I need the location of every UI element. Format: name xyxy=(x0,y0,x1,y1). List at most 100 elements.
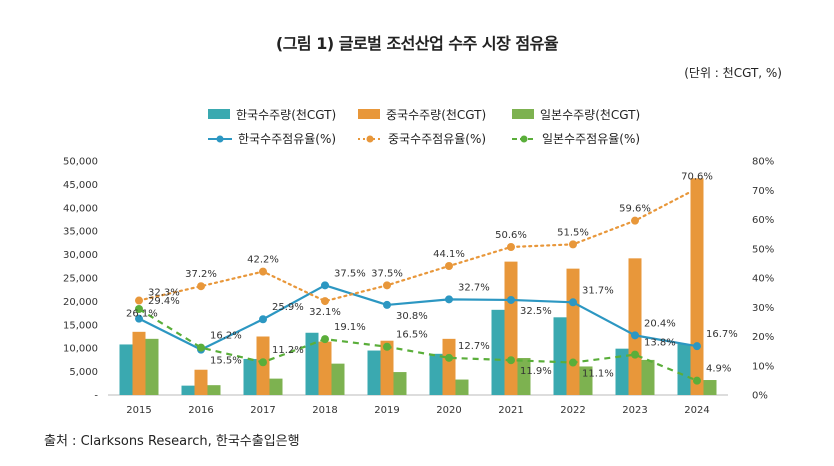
japan-bar xyxy=(517,358,531,395)
china-share-label: 37.2% xyxy=(185,269,217,280)
korea-share-label: 20.4% xyxy=(644,318,676,329)
korea-share-point xyxy=(259,315,267,324)
japan-bar xyxy=(331,363,345,395)
korea-bar xyxy=(243,358,257,395)
y-left-tick-label: 45,000 xyxy=(63,180,98,191)
japan-bar-legend-label: 일본수주량(천CGT) xyxy=(540,107,640,122)
china-share-point xyxy=(507,242,515,251)
korea-share-point xyxy=(631,331,639,340)
japan-share-label: 11.2% xyxy=(272,345,304,356)
x-tick-label: 2023 xyxy=(622,405,647,416)
korea-bar xyxy=(491,309,505,395)
china-share-label: 32.3% xyxy=(148,288,180,299)
korea-share-label: 32.7% xyxy=(458,282,490,293)
china-share-point xyxy=(383,281,391,290)
korea-share-line xyxy=(138,284,698,351)
japan-share-legend-marker xyxy=(520,135,528,143)
korea-share-point xyxy=(507,295,515,304)
y-left-tick-label: 50,000 xyxy=(63,157,98,168)
korea-bar xyxy=(553,317,567,395)
japan-share-legend-label: 일본수주점유율(%) xyxy=(542,132,640,146)
japan-bar xyxy=(455,379,469,395)
korea-share-label: 30.8% xyxy=(396,311,428,322)
y-right-tick-label: 40% xyxy=(752,274,774,285)
korea-bar xyxy=(615,348,629,395)
japan-share-label: 11.9% xyxy=(520,366,552,377)
china-bar xyxy=(380,340,394,395)
korea-share-point xyxy=(445,295,453,304)
china-share-label: 70.6% xyxy=(681,171,713,182)
japan-share-point xyxy=(383,342,391,351)
x-tick-label: 2017 xyxy=(250,405,275,416)
china-share-point xyxy=(631,216,639,225)
china-bar xyxy=(132,331,146,395)
china-share-legend-label: 중국수주점유율(%) xyxy=(388,132,486,146)
japan-share-point xyxy=(507,356,515,365)
x-tick-label: 2015 xyxy=(126,405,151,416)
china-share-point xyxy=(693,184,701,193)
y-right-tick-label: 80% xyxy=(752,157,774,168)
japan-share-point xyxy=(197,343,205,352)
japan-share-line xyxy=(138,308,698,382)
japan-share-point xyxy=(135,305,143,314)
japan-share-label: 13.8% xyxy=(644,338,676,349)
china-share-point xyxy=(135,296,143,305)
korea-share-label: 31.7% xyxy=(582,285,614,296)
china-bar xyxy=(566,268,580,395)
y-right-tick-label: 50% xyxy=(752,244,774,255)
japan-share-label: 12.7% xyxy=(458,341,490,352)
china-share-label: 51.5% xyxy=(557,227,589,238)
japan-bar xyxy=(703,380,717,395)
y-right-tick-label: 20% xyxy=(752,332,774,343)
korea-share-point xyxy=(321,281,329,290)
y-left-tick-label: 40,000 xyxy=(63,203,98,214)
china-bar xyxy=(628,258,642,395)
japan-share-point xyxy=(321,335,329,344)
japan-share-label: 29.4% xyxy=(148,296,180,307)
china-bar-legend-label: 중국수주량(천CGT) xyxy=(386,107,486,122)
y-left-tick-label: 20,000 xyxy=(63,297,98,308)
y-right-tick-label: 70% xyxy=(752,186,774,197)
x-tick-label: 2020 xyxy=(436,405,461,416)
china-share-label: 59.6% xyxy=(619,204,651,215)
korea-bar xyxy=(677,343,691,395)
japan-bar-legend-swatch xyxy=(512,109,534,119)
korea-bar-legend-label: 한국수주량(천CGT) xyxy=(236,107,336,122)
china-bar xyxy=(690,178,704,395)
korea-share-label: 37.5% xyxy=(334,268,366,279)
japan-share-point xyxy=(569,358,577,367)
korea-share-label: 32.5% xyxy=(520,306,552,317)
china-share-point xyxy=(197,282,205,291)
y-left-tick-label: 15,000 xyxy=(63,320,98,331)
japan-share-point xyxy=(693,376,701,385)
japan-bar xyxy=(145,338,159,395)
y-left-tick-label: 25,000 xyxy=(63,274,98,285)
korea-bar xyxy=(119,344,133,395)
share-chart: - 5,000 10,000 15,000 20,000 25,000 30,000 35,0… xyxy=(63,107,774,416)
y-left-tick-label: 35,000 xyxy=(63,227,98,238)
x-tick-label: 2024 xyxy=(684,405,709,416)
unit-label: (단위 : 천CGT, %) xyxy=(684,66,782,80)
japan-share-label: 16.5% xyxy=(396,330,428,341)
china-share-label: 44.1% xyxy=(433,249,465,260)
korea-bar-legend-swatch xyxy=(208,109,230,119)
korea-share-point xyxy=(383,300,391,309)
china-bar xyxy=(504,261,518,395)
y-left-tick-label: - xyxy=(94,391,98,402)
x-tick-label: 2016 xyxy=(188,405,213,416)
korea-share-point xyxy=(693,342,701,351)
y-left-tick-label: 5,000 xyxy=(69,367,98,378)
korea-bar xyxy=(305,332,319,395)
china-bar xyxy=(194,369,208,395)
china-share-point xyxy=(259,267,267,276)
y-right-tick-label: 10% xyxy=(752,361,774,372)
korea-share-label: 25.9% xyxy=(272,302,304,313)
japan-share-point xyxy=(631,350,639,359)
japan-share-label: 4.9% xyxy=(706,364,731,375)
china-share-point xyxy=(569,240,577,249)
korea-share-legend-marker xyxy=(216,135,224,143)
chart-title: (그림 1) 글로벌 조선산업 수주 시장 점유율 xyxy=(275,34,559,53)
korea-share-point xyxy=(569,298,577,307)
japan-bar xyxy=(579,366,593,395)
korea-bar xyxy=(181,385,195,395)
